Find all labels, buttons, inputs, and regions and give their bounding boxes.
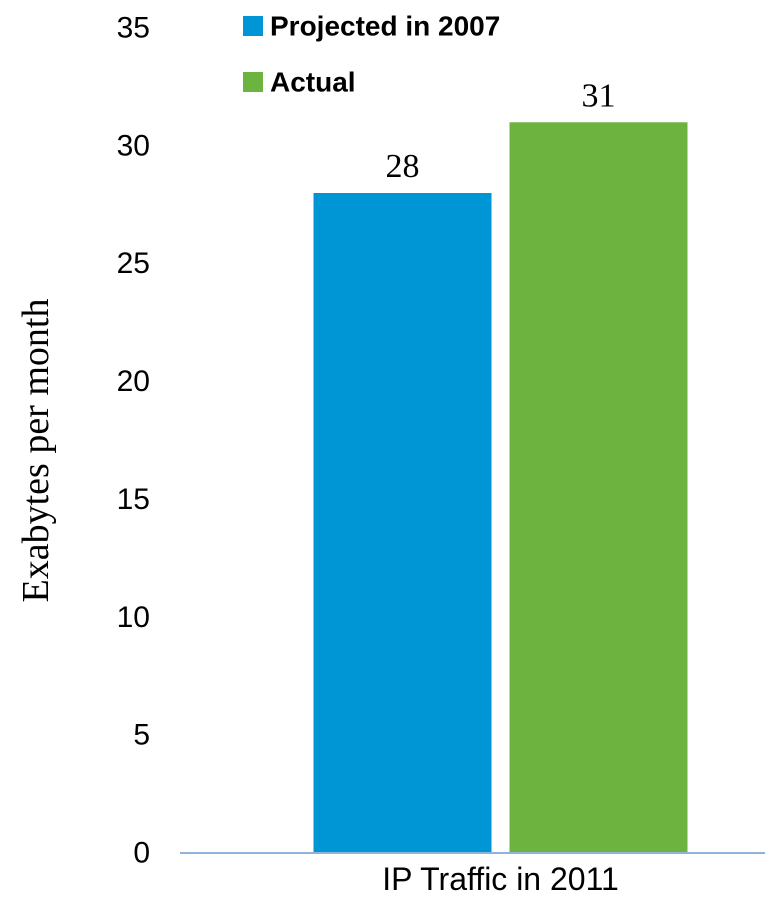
y-axis-ticks: 0 5 10 15 20 25 30 35	[117, 12, 150, 870]
bar-0	[313, 193, 492, 853]
y-tick-label: 15	[117, 483, 150, 516]
bars	[313, 122, 688, 854]
bar-1	[509, 122, 688, 854]
x-category-label: IP Traffic in 2011	[382, 861, 619, 897]
legend-entry: Projected in 2007	[270, 11, 500, 42]
y-tick-label: 5	[133, 719, 150, 752]
y-tick-label: 10	[117, 601, 150, 634]
legend: Projected in 2007 Actual	[243, 11, 500, 98]
legend-swatch	[243, 72, 263, 92]
data-label: 31	[582, 77, 616, 114]
data-label: 28	[386, 148, 420, 185]
y-tick-label: 0	[133, 837, 150, 870]
y-tick-label: 20	[117, 365, 150, 398]
y-tick-label: 35	[117, 12, 150, 45]
data-labels: 28 31	[386, 77, 616, 185]
y-tick-label: 30	[117, 129, 150, 162]
y-tick-label: 25	[117, 247, 150, 280]
legend-swatch	[243, 16, 263, 36]
legend-entry: Actual	[270, 67, 356, 98]
y-axis-label: Exabytes per month	[15, 299, 57, 603]
